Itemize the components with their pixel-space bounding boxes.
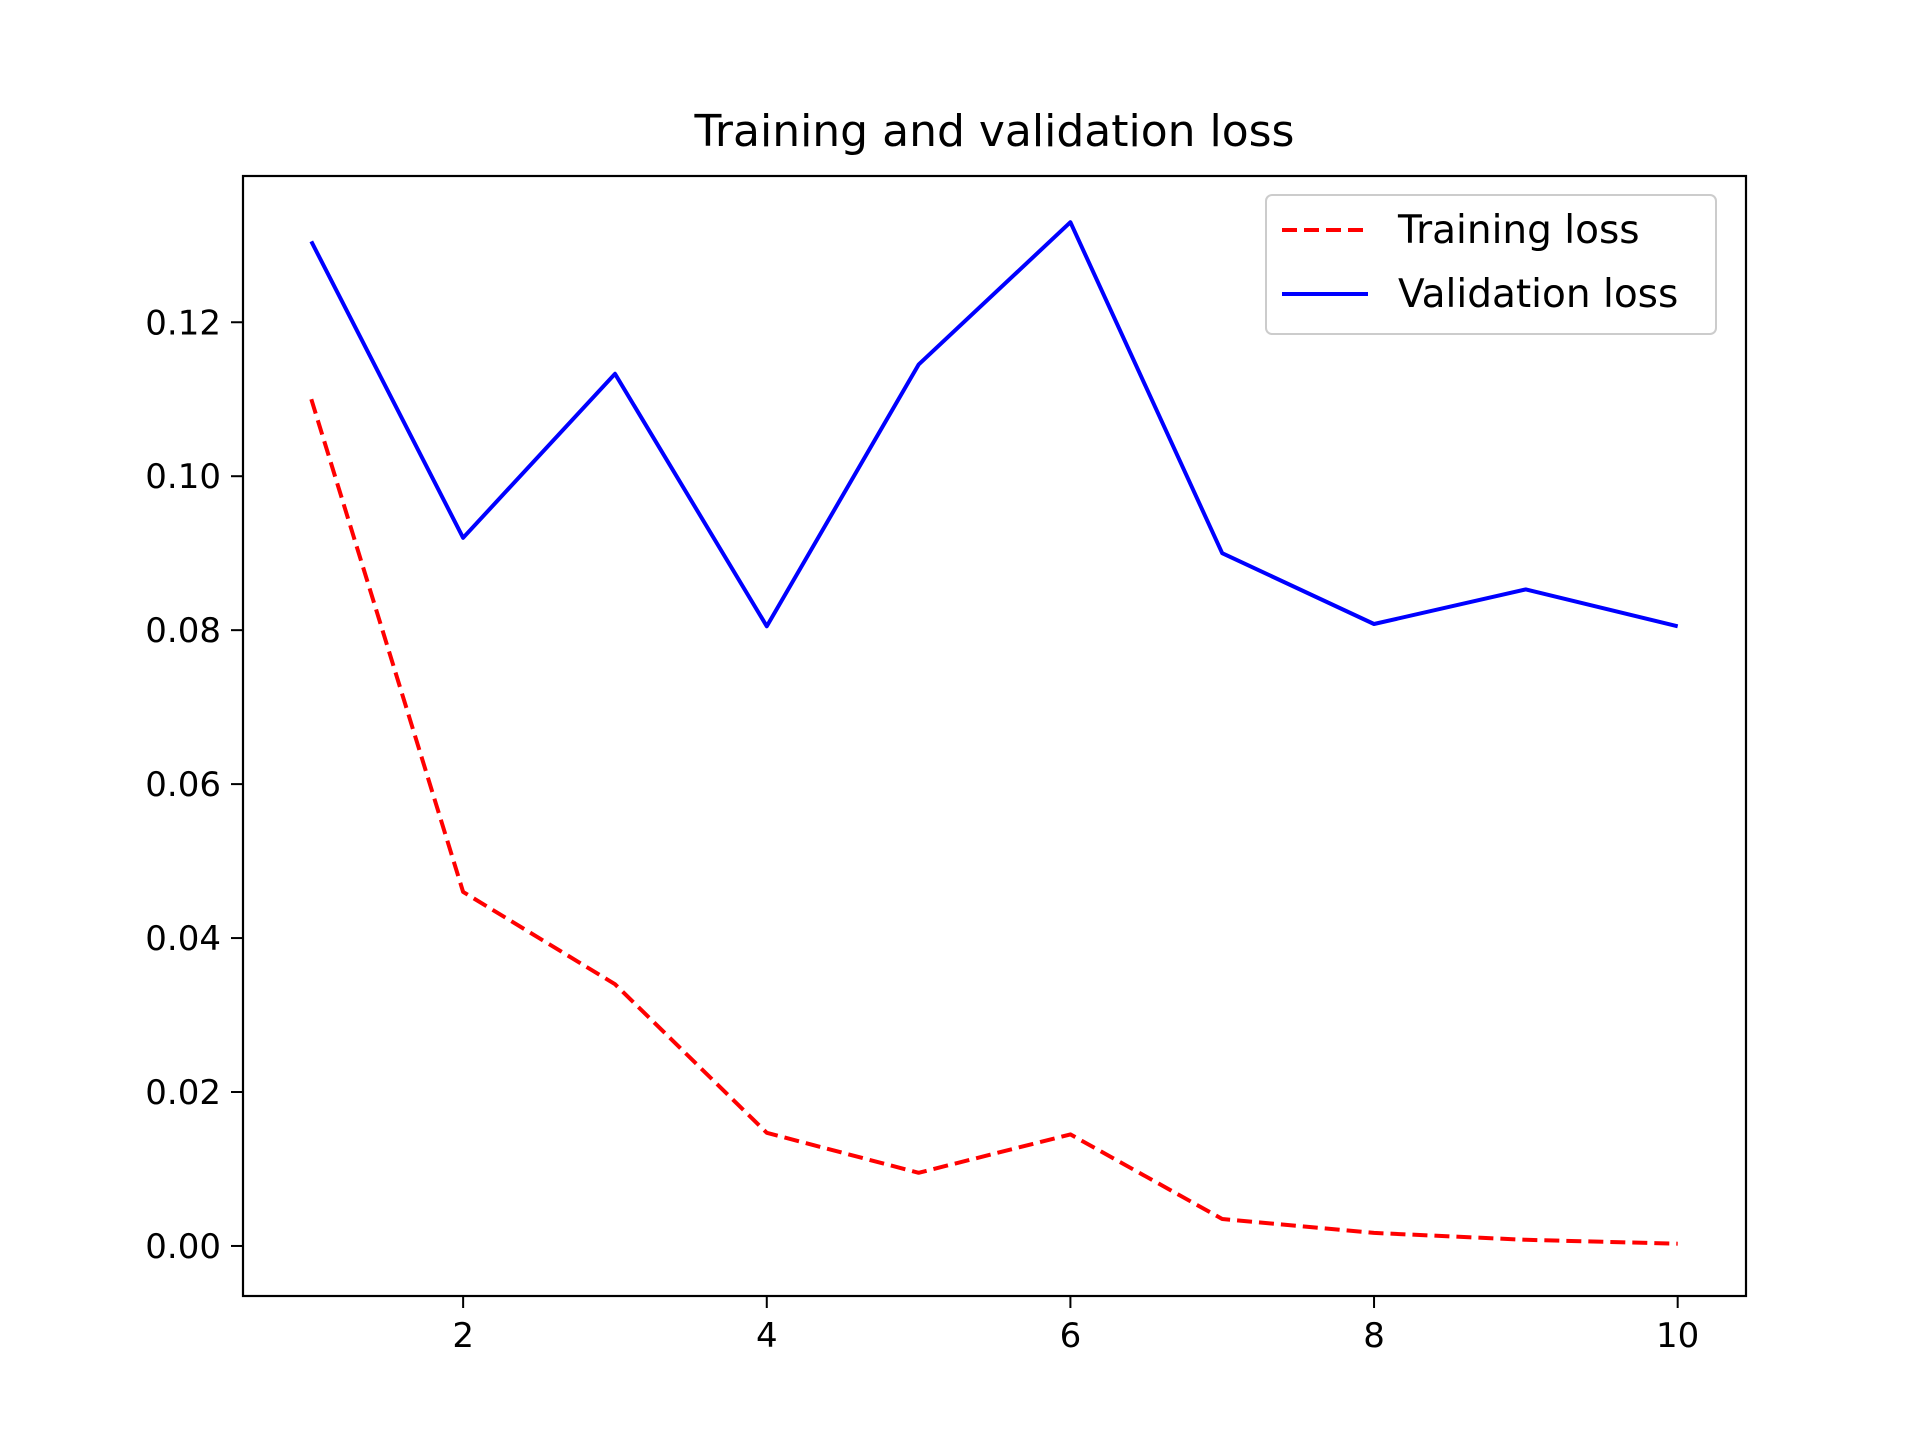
y-tick-label: 0.12 [145,303,221,343]
y-tick-label: 0.00 [145,1227,221,1267]
chart-title: Training and validation loss [694,106,1295,157]
series-line-training-loss [309,398,1678,1246]
x-tick-label: 10 [1656,1316,1699,1356]
y-tick-label: 0.10 [145,457,221,497]
plot-series [309,220,1679,1246]
series-line-validation-loss [309,220,1679,629]
y-tick-label: 0.04 [145,919,221,959]
y-tick-label: 0.02 [145,1073,221,1113]
x-tick-label: 2 [452,1316,474,1356]
legend-box [1265,194,1717,335]
legend: Training loss Validation loss [1265,194,1717,335]
y-tick-label: 0.06 [145,765,221,805]
legend-label: Training loss [1397,208,1640,253]
x-tick-label: 4 [756,1316,778,1356]
plot-area-frame [241,174,1748,1298]
axes: 2 4 6 8 10 0.00 0.02 0.04 0.06 0.08 0.10 0.12 [145,174,1748,1356]
legend-label: Validation loss [1398,272,1678,317]
x-tick-label: 8 [1363,1316,1385,1356]
y-tick-label: 0.08 [145,611,221,651]
x-tick-label: 6 [1060,1316,1082,1356]
